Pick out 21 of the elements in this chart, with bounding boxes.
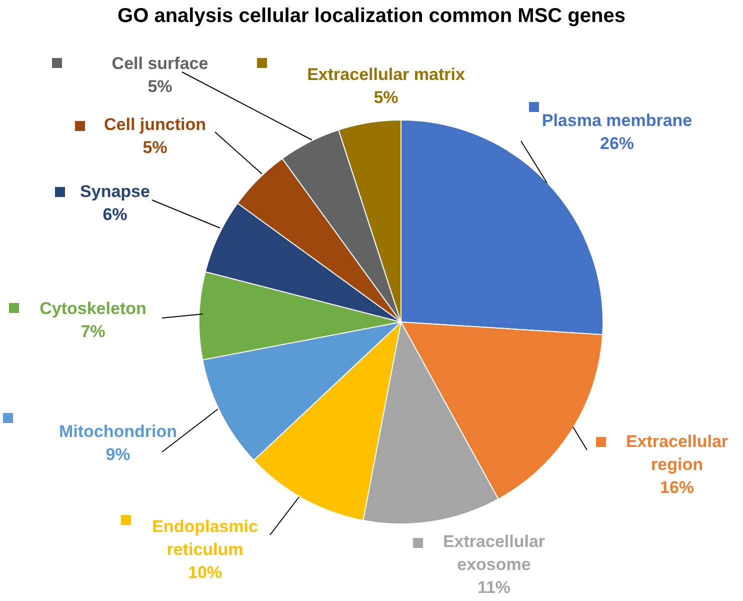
slice-label: Mitochondrion — [58, 422, 178, 442]
slice-label: Cell surface — [112, 54, 208, 74]
data-label: 26% — [600, 134, 634, 154]
legend-label: Extracellular exosome — [442, 532, 546, 574]
data-label: 16% — [660, 478, 694, 498]
data-label: 9% — [106, 445, 130, 464]
legend-label: Extracellular region — [626, 432, 728, 474]
slice-label: Plasma membrane — [542, 111, 692, 130]
data-label: 7% — [80, 322, 106, 342]
legend-label: Synapse — [80, 182, 150, 202]
data-label: 5% — [374, 88, 398, 108]
data-label: 5% — [142, 138, 168, 158]
data-label: 6% — [102, 205, 128, 224]
slice-label: Extracellular matrix — [307, 65, 466, 84]
legend-label: Endoplasmic reticulum — [152, 517, 258, 560]
data-label: 5% — [148, 77, 172, 96]
legend-label: Cell junction — [104, 115, 206, 134]
legend-label: Cytoskeleton — [40, 299, 146, 318]
data-label: 11% — [477, 578, 511, 598]
chart-title: GO analysis cellular localization common MSC genes — [118, 5, 626, 27]
data-label: 10% — [188, 563, 222, 582]
